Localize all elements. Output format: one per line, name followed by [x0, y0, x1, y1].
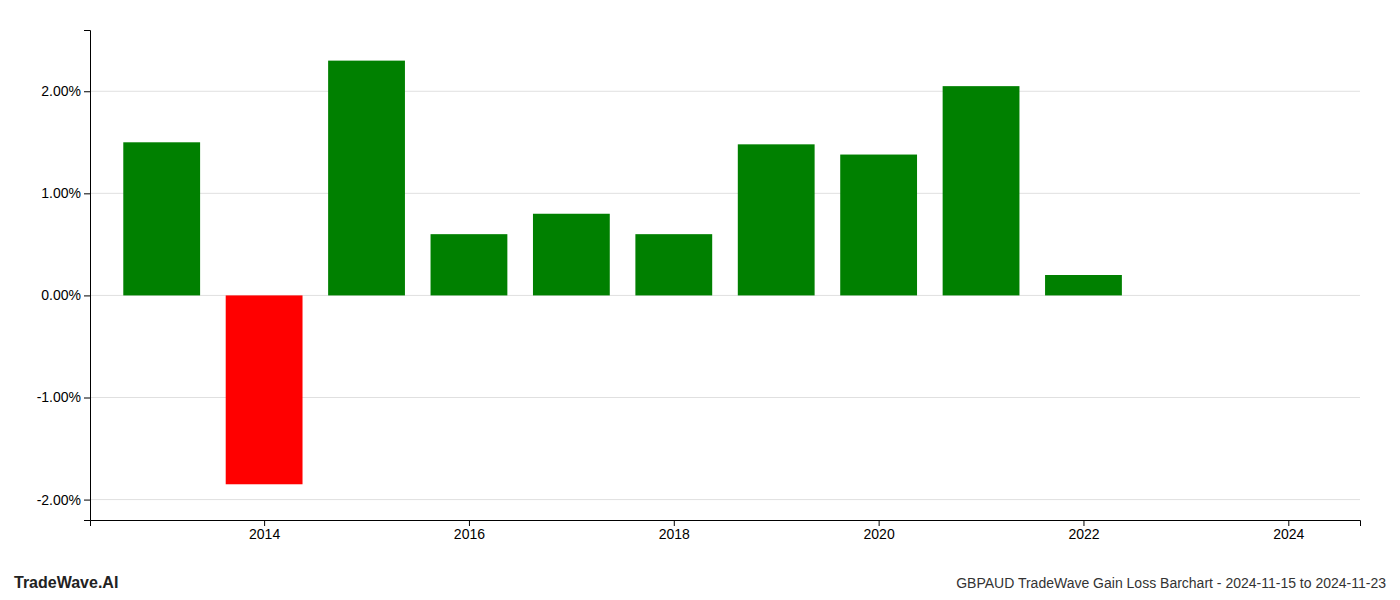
tick: 2024	[1273, 520, 1304, 542]
tick-label: 2.00%	[41, 83, 81, 99]
x-axis: 2014 2016 2018 2020 2022 2024	[91, 520, 1361, 542]
bar	[226, 295, 303, 484]
grid-line	[90, 193, 1360, 194]
tick-label: 2020	[864, 526, 895, 542]
tick-label: 2014	[249, 526, 280, 542]
bar	[123, 142, 200, 295]
tick: 2020	[864, 520, 895, 542]
tick: -2.00%	[37, 492, 90, 508]
title: GBPAUD TradeWave Gain Loss Barchart - 20…	[956, 575, 1386, 591]
bar	[943, 86, 1020, 295]
tick: 2018	[659, 520, 690, 542]
axis-line	[91, 521, 1361, 527]
grid-line	[90, 499, 1360, 500]
bar	[431, 234, 508, 295]
bars	[123, 61, 1122, 485]
tick-mark	[84, 91, 90, 92]
bar	[533, 214, 610, 296]
tick-label: -1.00%	[37, 389, 81, 405]
chart: 2014 2016 2018 2020 2022 2024 -2.00% -1.00% 0.00…	[0, 0, 1400, 600]
tick: 0.00%	[41, 287, 90, 303]
bar	[738, 144, 815, 295]
tick-label: 0.00%	[41, 287, 81, 303]
tick-mark	[84, 193, 90, 194]
tick-label: 1.00%	[41, 185, 81, 201]
bar	[840, 155, 917, 296]
tick-label: 2016	[454, 526, 485, 542]
grid-line	[90, 91, 1360, 92]
tick-label: 2022	[1068, 526, 1099, 542]
axis-line	[84, 31, 91, 521]
tick-label: 2018	[659, 526, 690, 542]
bar	[1045, 275, 1122, 295]
watermark: TradeWave.AI	[14, 574, 118, 591]
tick: 2016	[454, 520, 485, 542]
tick: 2022	[1068, 520, 1099, 542]
grid	[90, 91, 1360, 499]
tick-label: 2024	[1273, 526, 1304, 542]
tick: 1.00%	[41, 185, 90, 201]
tick-mark	[84, 398, 90, 399]
y-axis: -2.00% -1.00% 0.00% 1.00% 2.00%	[37, 31, 91, 521]
bar	[635, 234, 712, 295]
tick: 2014	[249, 520, 280, 542]
bar	[1147, 295, 1224, 296]
tick-mark	[84, 295, 90, 296]
tick: -1.00%	[37, 389, 90, 405]
tick-mark	[84, 500, 90, 501]
tick-label: -2.00%	[37, 492, 81, 508]
tick: 2.00%	[41, 83, 90, 99]
bar	[328, 61, 405, 296]
